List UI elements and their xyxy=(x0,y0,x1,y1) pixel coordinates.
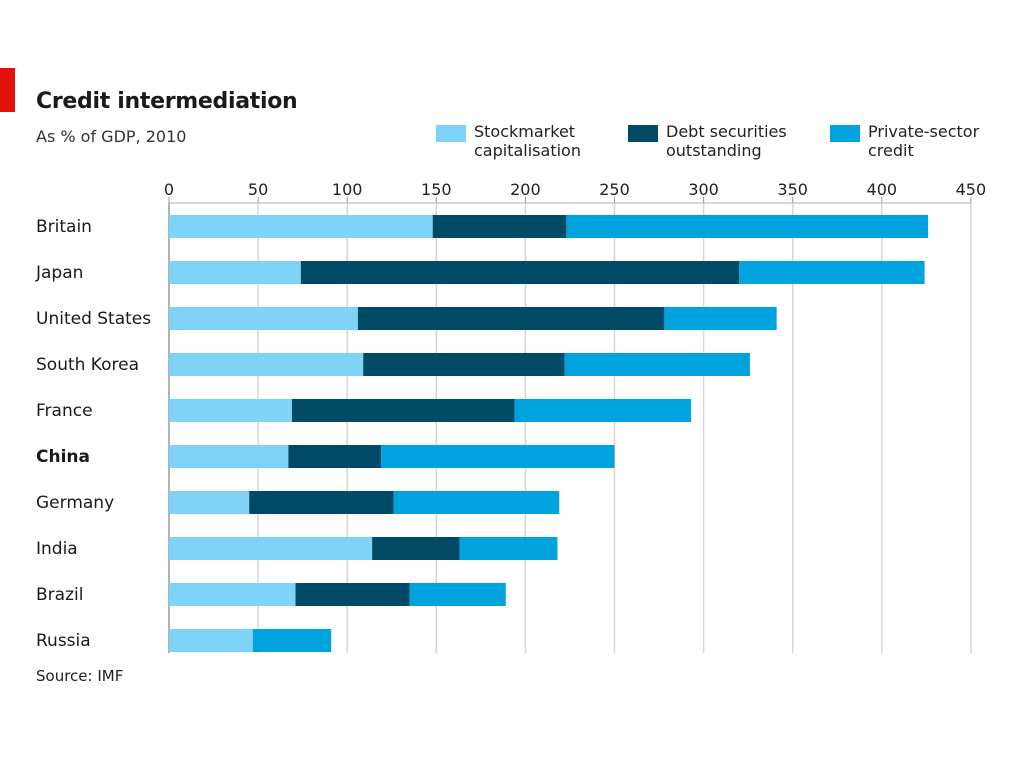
bar-japan-series-1 xyxy=(300,261,740,284)
bar-brazil-series-2 xyxy=(409,583,506,606)
bar-germany-series-2 xyxy=(393,491,560,514)
chart-subtitle: As % of GDP, 2010 xyxy=(36,127,187,146)
bar-united-states-series-0 xyxy=(169,307,358,330)
bar-russia-series-2 xyxy=(252,629,332,652)
bar-china-series-1 xyxy=(288,445,382,468)
x-tick-label-350: 350 xyxy=(777,180,808,199)
category-label-france: France xyxy=(36,401,93,421)
bar-india-series-1 xyxy=(372,537,460,560)
bar-south-korea-series-2 xyxy=(564,353,750,376)
x-tick-label-0: 0 xyxy=(164,180,174,199)
bar-france-series-2 xyxy=(514,399,692,422)
legend-swatch-private-credit xyxy=(830,125,860,142)
x-tick-label-400: 400 xyxy=(867,180,898,199)
legend-swatch-stockmarket xyxy=(436,125,466,142)
bar-china-series-0 xyxy=(169,445,289,468)
category-label-germany: Germany xyxy=(36,493,114,513)
category-label-brazil: Brazil xyxy=(36,585,83,605)
category-label-south-korea: South Korea xyxy=(36,355,139,375)
bar-united-states-series-1 xyxy=(357,307,665,330)
bar-united-states-series-2 xyxy=(664,307,777,330)
category-label-china: China xyxy=(36,447,90,467)
bar-south-korea-series-0 xyxy=(169,353,364,376)
category-label-britain: Britain xyxy=(36,217,92,237)
x-tick-label-300: 300 xyxy=(688,180,719,199)
bar-japan-series-0 xyxy=(169,261,301,284)
legend-item-stockmarket: Stockmarket capitalisation xyxy=(436,122,624,160)
category-label-russia: Russia xyxy=(36,631,91,651)
x-tick-label-50: 50 xyxy=(248,180,268,199)
bar-germany-series-0 xyxy=(169,491,250,514)
x-tick-label-250: 250 xyxy=(599,180,630,199)
legend-swatch-debt xyxy=(628,125,658,142)
legend-label-private-credit: Private-sector credit xyxy=(868,122,980,160)
source-note: Source: IMF xyxy=(36,667,124,685)
legend-item-debt: Debt securities outstanding xyxy=(628,122,816,160)
bar-india-series-0 xyxy=(169,537,373,560)
bar-france-series-1 xyxy=(291,399,515,422)
chart-title: Credit intermediation xyxy=(36,89,298,114)
bar-japan-series-2 xyxy=(739,261,925,284)
category-label-japan: Japan xyxy=(35,263,83,283)
bar-china-series-2 xyxy=(381,445,615,468)
bar-france-series-0 xyxy=(169,399,292,422)
bar-india-series-2 xyxy=(459,537,558,560)
bar-brazil-series-1 xyxy=(295,583,410,606)
bar-britain-series-1 xyxy=(432,215,567,238)
legend: Stockmarket capitalisation Debt securiti… xyxy=(0,122,1024,172)
x-tick-label-450: 450 xyxy=(956,180,987,199)
bar-germany-series-1 xyxy=(249,491,394,514)
legend-item-private-credit: Private-sector credit xyxy=(830,122,1018,160)
bar-britain-series-0 xyxy=(169,215,433,238)
bar-britain-series-2 xyxy=(566,215,929,238)
x-tick-label-100: 100 xyxy=(332,180,363,199)
x-tick-label-150: 150 xyxy=(421,180,452,199)
legend-label-debt: Debt securities outstanding xyxy=(666,122,787,160)
brand-tag xyxy=(0,68,15,112)
category-label-india: India xyxy=(36,539,78,559)
x-tick-label-200: 200 xyxy=(510,180,541,199)
category-label-united-states: United States xyxy=(36,309,151,329)
bar-brazil-series-0 xyxy=(169,583,296,606)
legend-label-stockmarket: Stockmarket capitalisation xyxy=(474,122,581,160)
bar-russia-series-0 xyxy=(169,629,253,652)
bar-south-korea-series-1 xyxy=(363,353,565,376)
